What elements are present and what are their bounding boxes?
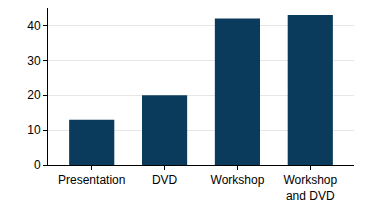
svg-text:30: 30 [27, 54, 41, 68]
svg-text:Presentation: Presentation [58, 173, 125, 187]
svg-text:DVD: DVD [152, 173, 178, 187]
svg-text:20: 20 [27, 88, 41, 102]
svg-text:Workshopand DVD: Workshopand DVD [283, 173, 337, 203]
svg-text:Workshop: Workshop [211, 173, 265, 187]
svg-text:40: 40 [27, 19, 41, 33]
svg-text:10: 10 [27, 123, 41, 137]
svg-text:0: 0 [34, 158, 41, 172]
